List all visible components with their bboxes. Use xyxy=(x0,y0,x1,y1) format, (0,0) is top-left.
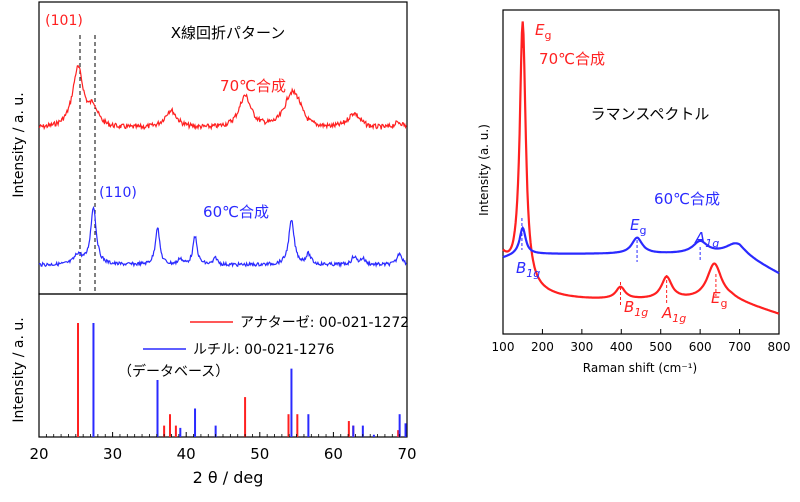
xrd-top-plot-frame xyxy=(38,1,408,295)
raman-xtick-label: 100 xyxy=(492,340,515,354)
ref-label-101: (101) xyxy=(45,13,83,29)
raman-xtick-label: 800 xyxy=(768,340,791,354)
raman-annotation-label: B1g xyxy=(516,259,540,280)
raman-annotation-label: Eg xyxy=(711,289,727,310)
xrd-xtick-label: 60 xyxy=(324,445,343,463)
raman-panel: ラマンスペクトル Intensity (a. u.) 70℃合成 60℃合成 E… xyxy=(477,9,791,375)
raman-plot-frame xyxy=(502,9,780,335)
raman-xtick-label: 300 xyxy=(570,340,593,354)
raman-annotation-label: B1g xyxy=(624,298,648,319)
xrd-xtick-label: 70 xyxy=(397,445,416,463)
raman-xtick-label: 500 xyxy=(649,340,672,354)
raman-xtick-label: 400 xyxy=(610,340,633,354)
raman-annotation-label: A1g xyxy=(661,304,686,325)
legend-database-note: （データベース） xyxy=(118,363,229,380)
xrd-xtick-label: 20 xyxy=(29,445,48,463)
xrd-ylabel-bottom: Intensity / a. u. xyxy=(11,317,27,422)
xrd-series-60c xyxy=(38,205,407,268)
xrd-title: X線回折パターン xyxy=(171,24,286,42)
ref-label-110: (110) xyxy=(99,185,137,201)
raman-ylabel: Intensity (a. u.) xyxy=(477,124,491,216)
raman-xtick-label: 600 xyxy=(689,340,712,354)
xrd-xtick-label: 40 xyxy=(177,445,196,463)
xrd-xtick-label: 50 xyxy=(250,445,269,463)
raman-xlabel: Raman shift (cm⁻¹) xyxy=(583,361,697,375)
xrd-series-label-70c: 70℃合成 xyxy=(220,77,286,95)
legend-label-anatase: アナターゼ: 00-021-1272 xyxy=(240,315,409,331)
raman-title: ラマンスペクトル xyxy=(591,105,710,123)
raman-xtick-label: 700 xyxy=(728,340,751,354)
xrd-panel: X線回折パターン (101) (110) 70℃合成 60℃合成 Intensi… xyxy=(11,1,417,487)
raman-xtick-label: 200 xyxy=(531,340,554,354)
raman-annotation-label: Eg xyxy=(535,21,551,42)
raman-series-60c xyxy=(502,225,780,275)
xrd-xlabel: 2 θ / deg xyxy=(193,468,264,487)
legend-label-rutile: ルチル: 00-021-1276 xyxy=(193,342,335,358)
xrd-ylabel-top: Intensity / a. u. xyxy=(11,92,27,197)
raman-annotation-label: Eg xyxy=(630,216,646,237)
raman-series-label-60c: 60℃合成 xyxy=(654,190,720,208)
raman-series-70c xyxy=(502,21,780,315)
raman-series-label-70c: 70℃合成 xyxy=(539,50,605,68)
raman-annotation-label: A1g xyxy=(694,229,719,250)
xrd-xtick-label: 30 xyxy=(103,445,122,463)
xrd-series-70c xyxy=(38,64,407,131)
xrd-series-label-60c: 60℃合成 xyxy=(203,203,269,221)
